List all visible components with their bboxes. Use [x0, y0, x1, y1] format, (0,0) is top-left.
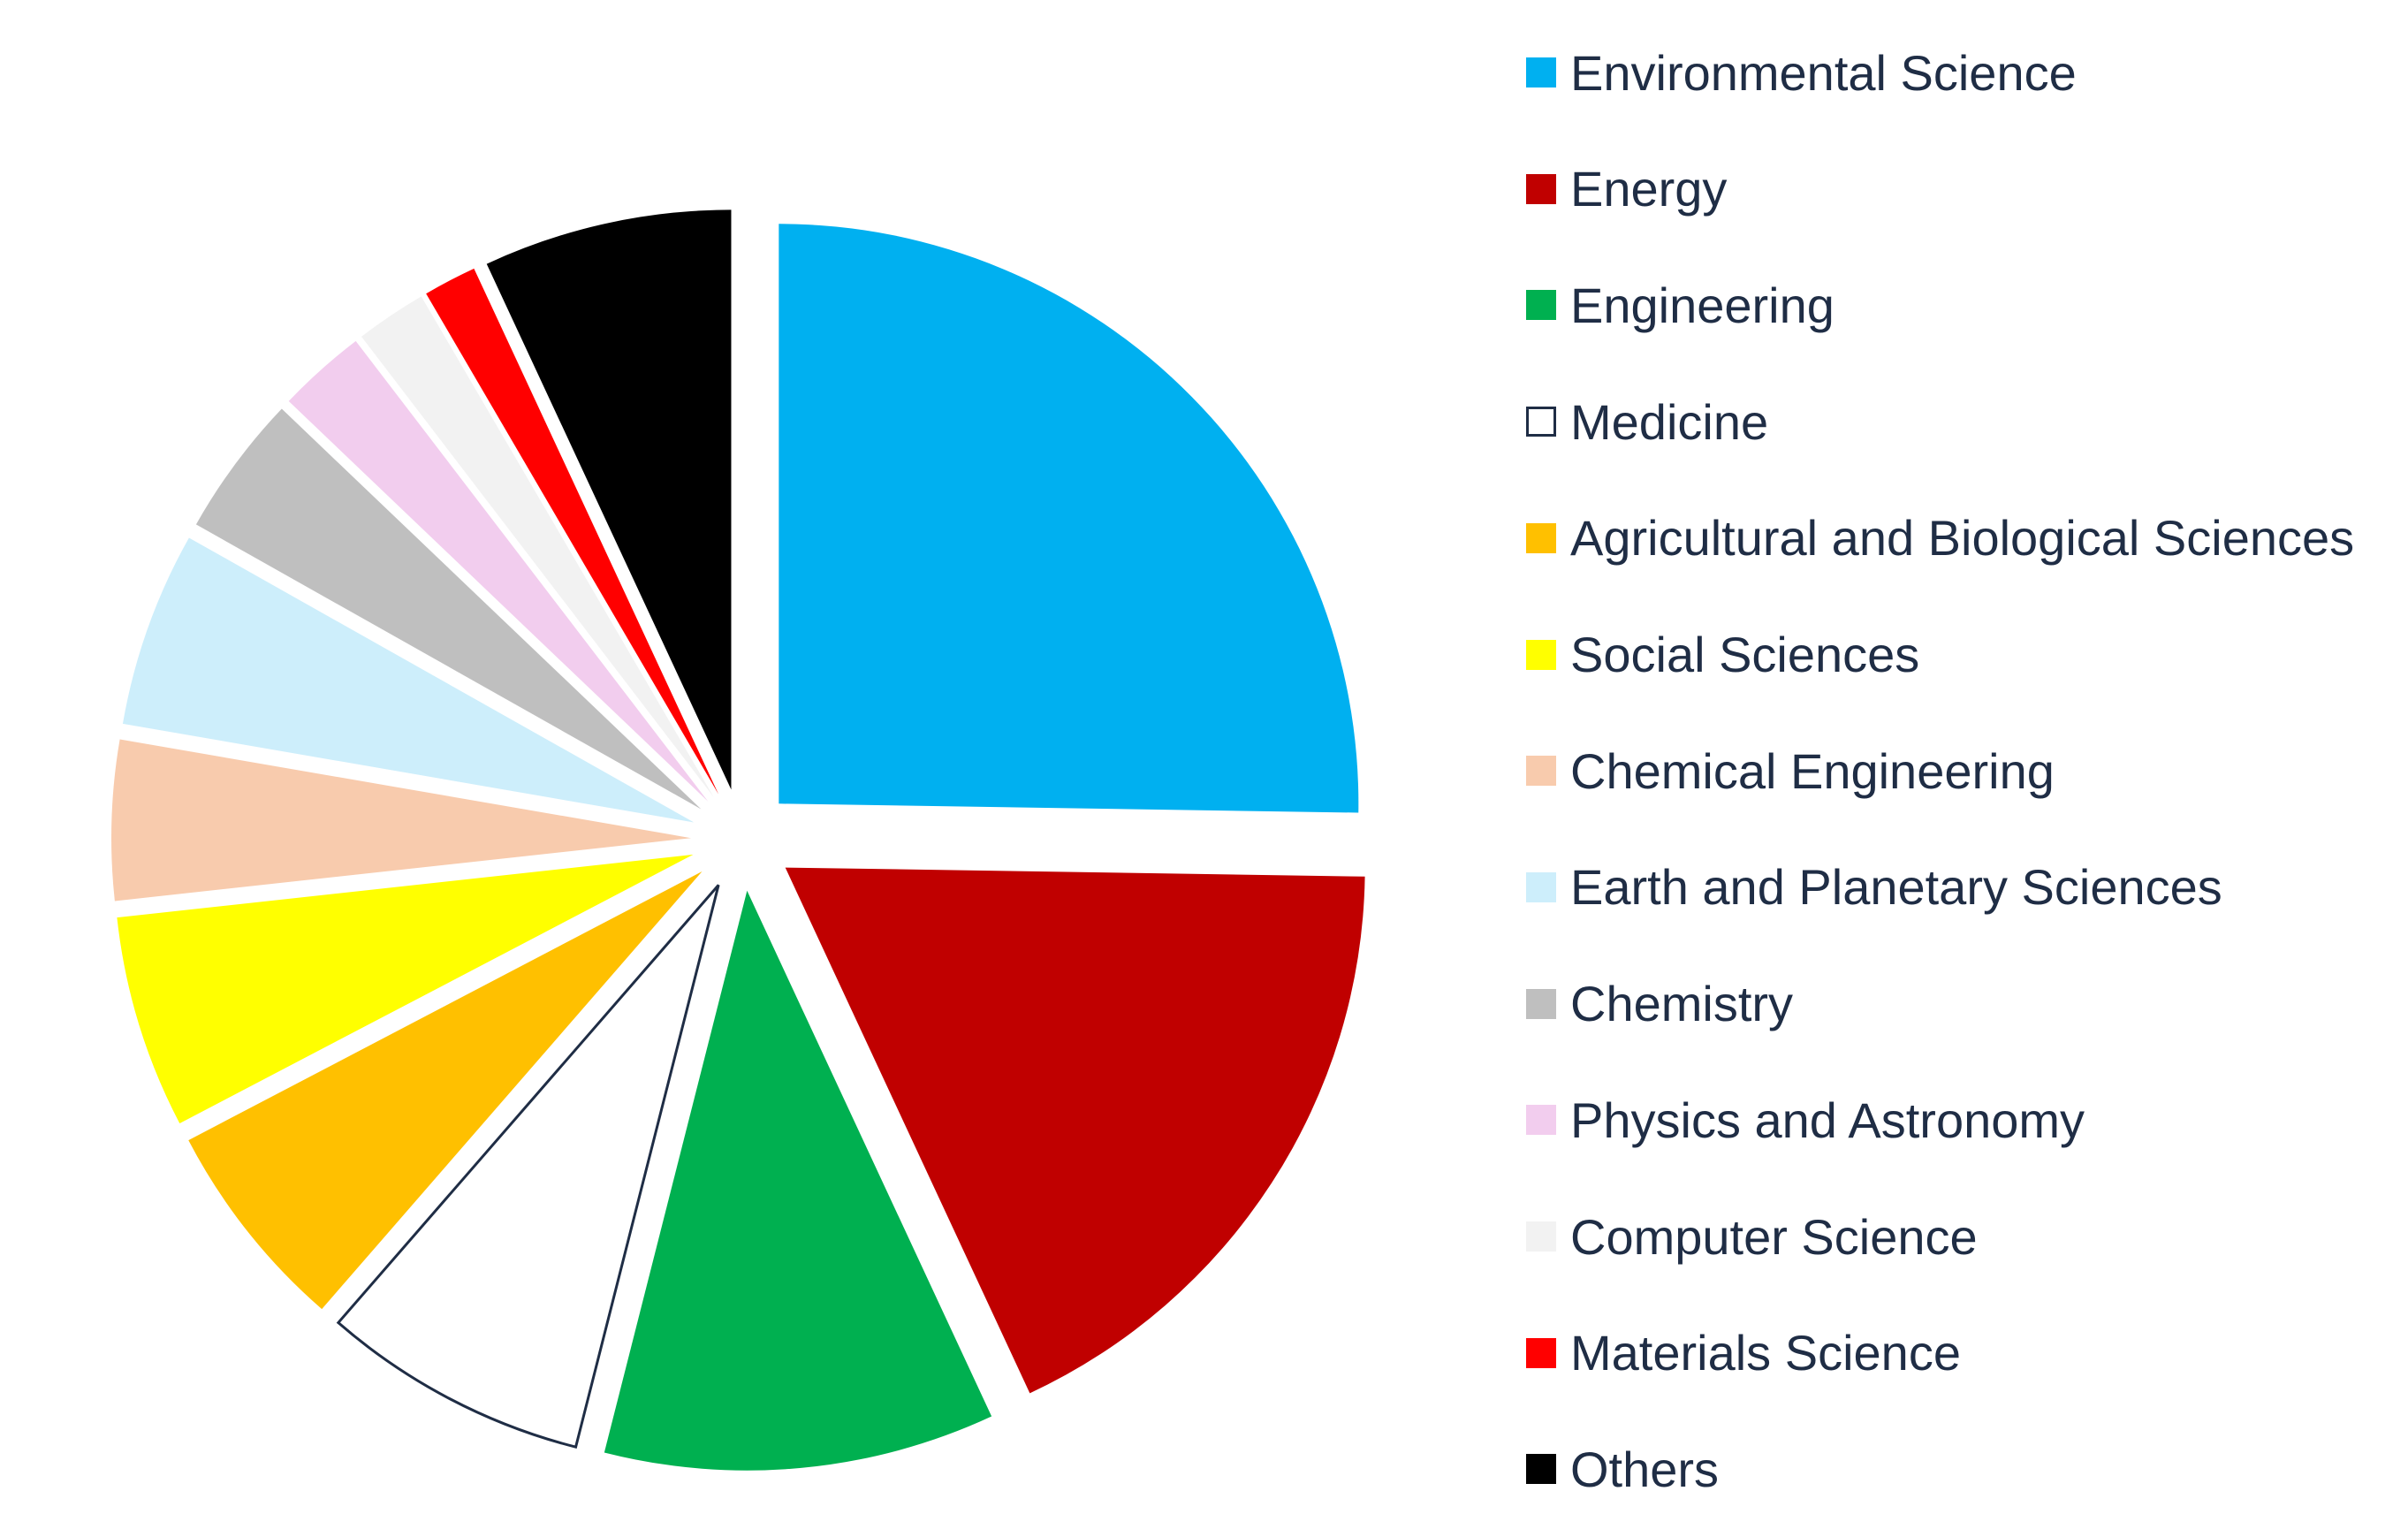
legend-swatch [1526, 57, 1556, 87]
legend-item-others: Others [1526, 1434, 1719, 1504]
legend-swatch [1526, 1337, 1556, 1368]
pie-slice-medicine [336, 884, 720, 1449]
legend-swatch [1526, 988, 1556, 1019]
legend-item-energy: Energy [1526, 154, 1727, 224]
legend-item-materials-science: Materials Science [1526, 1318, 1961, 1388]
legend-item-chemistry: Chemistry [1526, 969, 1793, 1039]
legend-item-physics-and-astronomy: Physics and Astronomy [1526, 1084, 2085, 1155]
legend-label: Chemical Engineering [1570, 742, 2055, 799]
legend-swatch [1526, 639, 1556, 670]
legend-swatch [1526, 1454, 1556, 1485]
legend-swatch [1526, 173, 1556, 204]
legend-label: Earth and Planetary Sciences [1570, 859, 2222, 916]
pie-slice-chemistry [195, 408, 702, 810]
legend-item-agricultural-and-biological-sciences: Agricultural and Biological Sciences [1526, 503, 2354, 574]
legend-label: Others [1570, 1441, 1720, 1497]
pie-slice-physics-and-astronomy [288, 340, 709, 802]
legend-label: Social Sciences [1570, 627, 1920, 682]
legend-swatch [1526, 871, 1556, 902]
pie-slice-engineering [604, 890, 992, 1471]
legend-label: Computer Science [1570, 1208, 1978, 1265]
legend-swatch [1526, 522, 1556, 553]
pie-slice-chemical-engineering [111, 739, 692, 902]
pie-slice-materials-science [426, 268, 719, 795]
legend-label: Environmental Science [1570, 44, 2077, 101]
pie-slice-earth-and-planetary-sciences [122, 537, 695, 823]
legend-item-social-sciences: Social Sciences [1526, 620, 1919, 690]
legend-label: Materials Science [1570, 1325, 1961, 1381]
legend-label: Agricultural and Biological Sciences [1570, 510, 2355, 567]
legend-item-environmental-science: Environmental Science [1526, 37, 2077, 108]
pie-slice-computer-science [361, 296, 714, 797]
pie-slice-social-sciences [117, 854, 694, 1124]
pie-slice-environmental-science [779, 224, 1359, 813]
legend-label: Medicine [1570, 393, 1769, 450]
legend-item-chemical-engineering: Chemical Engineering [1526, 735, 2055, 806]
legend-label: Chemistry [1570, 976, 1794, 1032]
legend-swatch [1526, 756, 1556, 787]
legend-item-engineering: Engineering [1526, 270, 1834, 340]
legend-swatch [1526, 290, 1556, 321]
legend-label: Physics and Astronomy [1570, 1092, 2085, 1148]
legend-item-computer-science: Computer Science [1526, 1201, 1978, 1272]
legend-item-earth-and-planetary-sciences: Earth and Planetary Sciences [1526, 852, 2222, 923]
legend-item-medicine: Medicine [1526, 386, 1768, 457]
legend-swatch [1526, 1105, 1556, 1136]
legend-label: Engineering [1570, 277, 1834, 333]
legend-swatch [1526, 1221, 1556, 1252]
pie-slice-energy [785, 867, 1365, 1394]
pie-slice-agricultural-and-biological-sciences [188, 871, 703, 1310]
pie-slice-others [486, 209, 732, 790]
legend-swatch [1526, 407, 1556, 437]
legend-label: Energy [1570, 161, 1728, 217]
